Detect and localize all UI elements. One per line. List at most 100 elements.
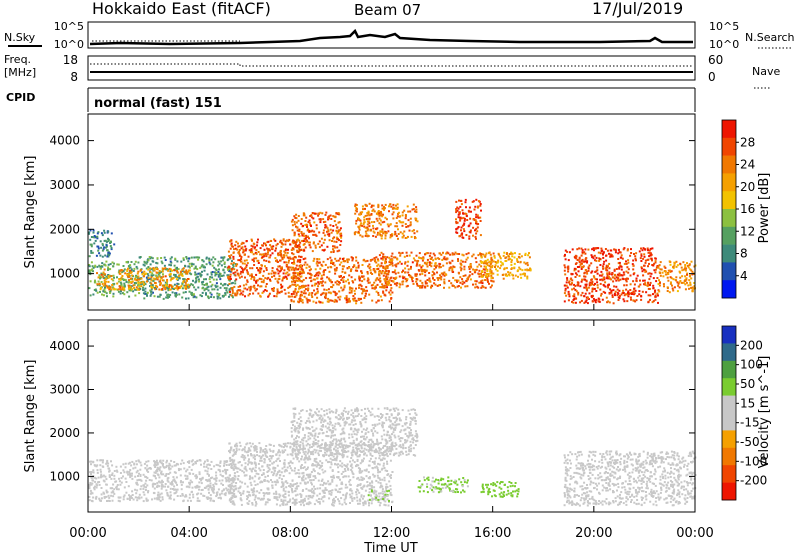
data-cell <box>448 269 451 272</box>
data-cell <box>463 219 466 222</box>
data-cell <box>109 240 112 243</box>
data-cell <box>154 282 157 284</box>
data-cell <box>379 280 382 283</box>
data-cell <box>585 287 588 290</box>
data-cell <box>316 264 319 267</box>
data-cell <box>471 255 474 258</box>
data-cell <box>154 471 157 474</box>
data-cell <box>672 289 675 292</box>
data-cell <box>229 498 231 501</box>
data-cell <box>287 286 290 289</box>
data-cell <box>350 495 353 498</box>
data-cell <box>217 464 220 467</box>
data-cell <box>105 292 108 295</box>
data-cell <box>480 265 483 268</box>
data-cell <box>272 271 275 274</box>
data-cell <box>231 287 234 290</box>
data-cell <box>106 459 109 462</box>
data-cell <box>308 272 311 275</box>
data-cell <box>458 199 460 202</box>
data-cell <box>492 272 495 275</box>
data-cell <box>572 301 575 304</box>
data-cell <box>295 268 298 271</box>
data-cell <box>365 292 367 295</box>
data-cell <box>208 257 211 260</box>
data-cell <box>431 270 434 273</box>
data-cell <box>459 266 462 269</box>
data-cell <box>367 281 370 284</box>
data-cell <box>318 218 321 221</box>
data-cell <box>341 270 344 273</box>
data-cell <box>227 477 230 480</box>
data-cell <box>604 281 607 284</box>
data-cell <box>375 301 378 304</box>
data-cell <box>381 207 384 210</box>
data-cell <box>475 227 478 230</box>
data-cell <box>170 481 173 484</box>
data-cell <box>326 300 329 303</box>
data-cell <box>630 252 633 254</box>
data-cell <box>474 205 477 208</box>
data-cell <box>641 290 644 293</box>
data-cell <box>457 213 460 216</box>
data-cell <box>216 297 219 300</box>
data-cell <box>410 265 412 268</box>
data-cell <box>93 476 96 479</box>
data-cell <box>448 286 451 289</box>
data-cell <box>508 253 511 255</box>
data-cell <box>107 240 110 243</box>
data-cell <box>489 266 492 268</box>
data-cell <box>280 290 283 293</box>
data-cell <box>378 212 381 215</box>
data-cell <box>152 291 154 294</box>
data-cell <box>105 260 108 263</box>
data-cell <box>325 225 327 228</box>
data-cell <box>618 267 621 270</box>
data-cell <box>288 269 291 272</box>
data-cell <box>460 267 463 270</box>
data-cell <box>587 297 589 300</box>
data-cell <box>312 217 315 220</box>
data-cell <box>173 273 175 276</box>
data-cell <box>567 265 570 268</box>
data-cell <box>389 258 392 261</box>
data-cell <box>389 223 392 226</box>
data-cell <box>510 252 513 255</box>
data-cell <box>511 273 514 276</box>
scatter-region <box>88 229 116 258</box>
data-cell <box>523 272 526 275</box>
data-cell <box>398 286 401 289</box>
data-cell <box>613 277 616 280</box>
data-cell <box>402 269 404 272</box>
data-cell <box>250 249 253 252</box>
data-cell <box>608 271 611 274</box>
data-cell <box>395 265 398 268</box>
data-cell <box>326 227 329 230</box>
data-cell <box>221 490 224 493</box>
data-cell <box>358 470 361 473</box>
data-cell <box>255 281 258 284</box>
data-cell <box>597 297 600 300</box>
data-cell <box>98 499 101 502</box>
data-cell <box>215 483 218 486</box>
data-cell <box>317 242 320 245</box>
data-cell <box>277 252 280 255</box>
data-cell <box>209 280 212 283</box>
data-cell <box>175 490 178 493</box>
data-cell <box>197 286 200 289</box>
data-cell <box>465 253 468 256</box>
data-cell <box>323 288 326 291</box>
data-cell <box>335 292 338 295</box>
data-cell <box>232 468 235 471</box>
data-cell <box>597 300 600 303</box>
data-cell <box>216 285 219 288</box>
data-cell <box>376 219 379 222</box>
data-cell <box>366 226 369 229</box>
data-cell <box>295 294 298 297</box>
data-cell <box>580 294 583 297</box>
data-cell <box>210 497 213 500</box>
data-cell <box>487 275 490 277</box>
data-cell <box>286 251 289 254</box>
data-cell <box>205 485 208 488</box>
data-cell <box>676 264 679 267</box>
